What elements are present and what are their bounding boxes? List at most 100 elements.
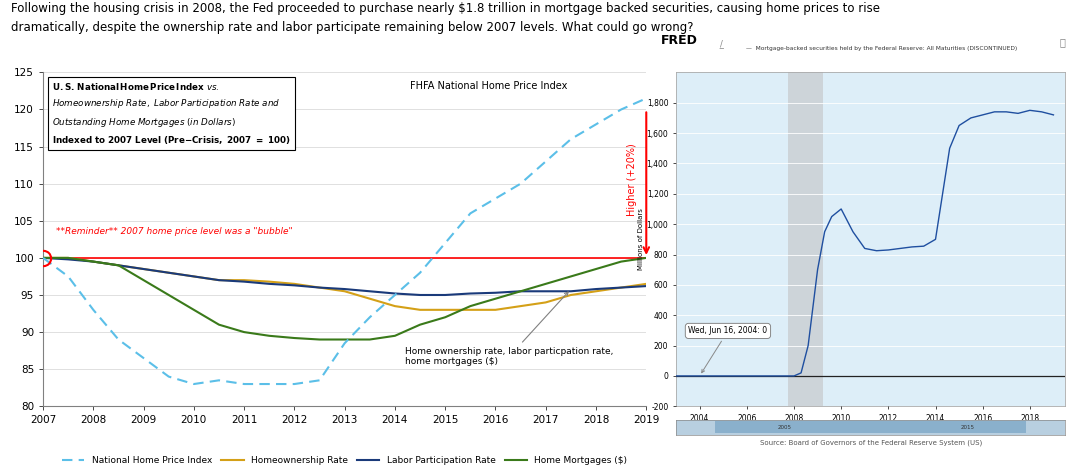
Home Mortgages ($) [238,329,251,335]
Homeownership Rate [37,255,49,261]
Homeownership Rate [388,303,401,309]
Home Mortgages ($) [590,266,603,272]
Home Mortgages ($) [313,337,326,342]
Labor Participation Rate [263,281,275,287]
National Home Price Index [489,196,501,201]
Legend: National Home Price Index, Homeownership Rate, Labor Participation Rate, Home Mo: National Home Price Index, Homeownership… [58,453,631,467]
Labor Participation Rate [489,290,501,296]
National Home Price Index [213,377,226,383]
National Home Price Index [338,340,351,346]
Line: Labor Participation Rate: Labor Participation Rate [43,258,647,295]
Homeownership Rate [187,274,200,279]
National Home Price Index [37,255,49,261]
National Home Price Index [464,211,477,216]
Labor Participation Rate [413,292,426,298]
Labor Participation Rate [590,286,603,292]
Y-axis label: Millions of Dollars: Millions of Dollars [638,208,643,270]
Home Mortgages ($) [514,289,527,294]
Labor Participation Rate [338,286,351,292]
Home Mortgages ($) [87,259,100,264]
Homeownership Rate [640,281,653,287]
Home Mortgages ($) [162,292,175,298]
Homeownership Rate [162,270,175,276]
Labor Participation Rate [640,283,653,289]
National Home Price Index [388,292,401,298]
Labor Participation Rate [565,289,578,294]
Line: National Home Price Index: National Home Price Index [43,99,647,384]
Text: Wed, Jun 16, 2004: 0: Wed, Jun 16, 2004: 0 [689,326,767,373]
National Home Price Index [187,381,200,387]
Home Mortgages ($) [464,303,477,309]
Homeownership Rate [439,307,452,312]
Home Mortgages ($) [112,262,125,268]
Home Mortgages ($) [263,333,275,339]
Text: Higher (+20%): Higher (+20%) [627,143,637,216]
Labor Participation Rate [187,274,200,279]
National Home Price Index [539,159,552,164]
Homeownership Rate [338,289,351,294]
Homeownership Rate [288,281,301,287]
Home Mortgages ($) [388,333,401,339]
Text: $\bf{U.S.\/ National\/ Home\/ Price\/ Index}$ $vs.$
$\it{Homeownership\ Rate,\ L: $\bf{U.S.\/ National\/ Home\/ Price\/ In… [52,81,291,146]
Labor Participation Rate [288,283,301,288]
Home Mortgages ($) [338,337,351,342]
National Home Price Index [565,136,578,142]
Homeownership Rate [539,300,552,305]
Homeownership Rate [464,307,477,312]
Home Mortgages ($) [213,322,226,327]
Text: —  Mortgage-backed securities held by the Federal Reserve: All Maturities (DISCO: — Mortgage-backed securities held by the… [746,46,1017,51]
Homeownership Rate [489,307,501,312]
Homeownership Rate [112,262,125,268]
National Home Price Index [112,337,125,342]
National Home Price Index [439,240,452,246]
Labor Participation Rate [213,277,226,283]
Labor Participation Rate [388,290,401,296]
National Home Price Index [162,374,175,379]
Labor Participation Rate [439,292,452,298]
Homeownership Rate [565,292,578,298]
Homeownership Rate [61,255,74,261]
Homeownership Rate [514,303,527,309]
Homeownership Rate [137,266,150,272]
National Home Price Index [313,377,326,383]
Text: Home ownership rate, labor particpation rate,
home mortgages ($): Home ownership rate, labor particpation … [405,292,613,366]
Labor Participation Rate [61,256,74,262]
Home Mortgages ($) [565,274,578,279]
National Home Price Index [413,270,426,276]
Line: Homeownership Rate: Homeownership Rate [43,258,647,310]
National Home Price Index [590,121,603,127]
Labor Participation Rate [539,289,552,294]
Text: FRED: FRED [661,35,697,47]
Labor Participation Rate [37,255,49,261]
Home Mortgages ($) [640,255,653,261]
Home Mortgages ($) [539,281,552,287]
Labor Participation Rate [238,279,251,284]
Homeownership Rate [87,259,100,264]
Text: Source: Board of Governors of the Federal Reserve System (US): Source: Board of Governors of the Federa… [760,440,981,446]
Home Mortgages ($) [187,307,200,312]
Line: Home Mortgages ($): Home Mortgages ($) [43,258,647,340]
Home Mortgages ($) [413,322,426,327]
Homeownership Rate [364,296,377,302]
Text: dramatically, despite the ownership rate and labor participate remaining below 2: dramatically, despite the ownership rate… [11,21,693,34]
National Home Price Index [514,181,527,186]
Labor Participation Rate [464,290,477,296]
National Home Price Index [614,106,627,112]
Text: Following the housing crisis in 2008, the Fed proceeded to purchase nearly $1.8 : Following the housing crisis in 2008, th… [11,2,880,15]
Home Mortgages ($) [614,259,627,264]
Home Mortgages ($) [489,296,501,302]
Text: /̲̲: /̲̲ [721,39,724,48]
Home Mortgages ($) [288,335,301,341]
National Home Price Index [288,381,301,387]
National Home Price Index [364,314,377,320]
Labor Participation Rate [112,262,125,268]
Homeownership Rate [590,289,603,294]
Homeownership Rate [313,285,326,290]
Labor Participation Rate [313,285,326,290]
Home Mortgages ($) [137,277,150,283]
Labor Participation Rate [162,270,175,276]
Labor Participation Rate [137,266,150,272]
National Home Price Index [238,381,251,387]
National Home Price Index [61,274,74,279]
Labor Participation Rate [87,259,100,264]
